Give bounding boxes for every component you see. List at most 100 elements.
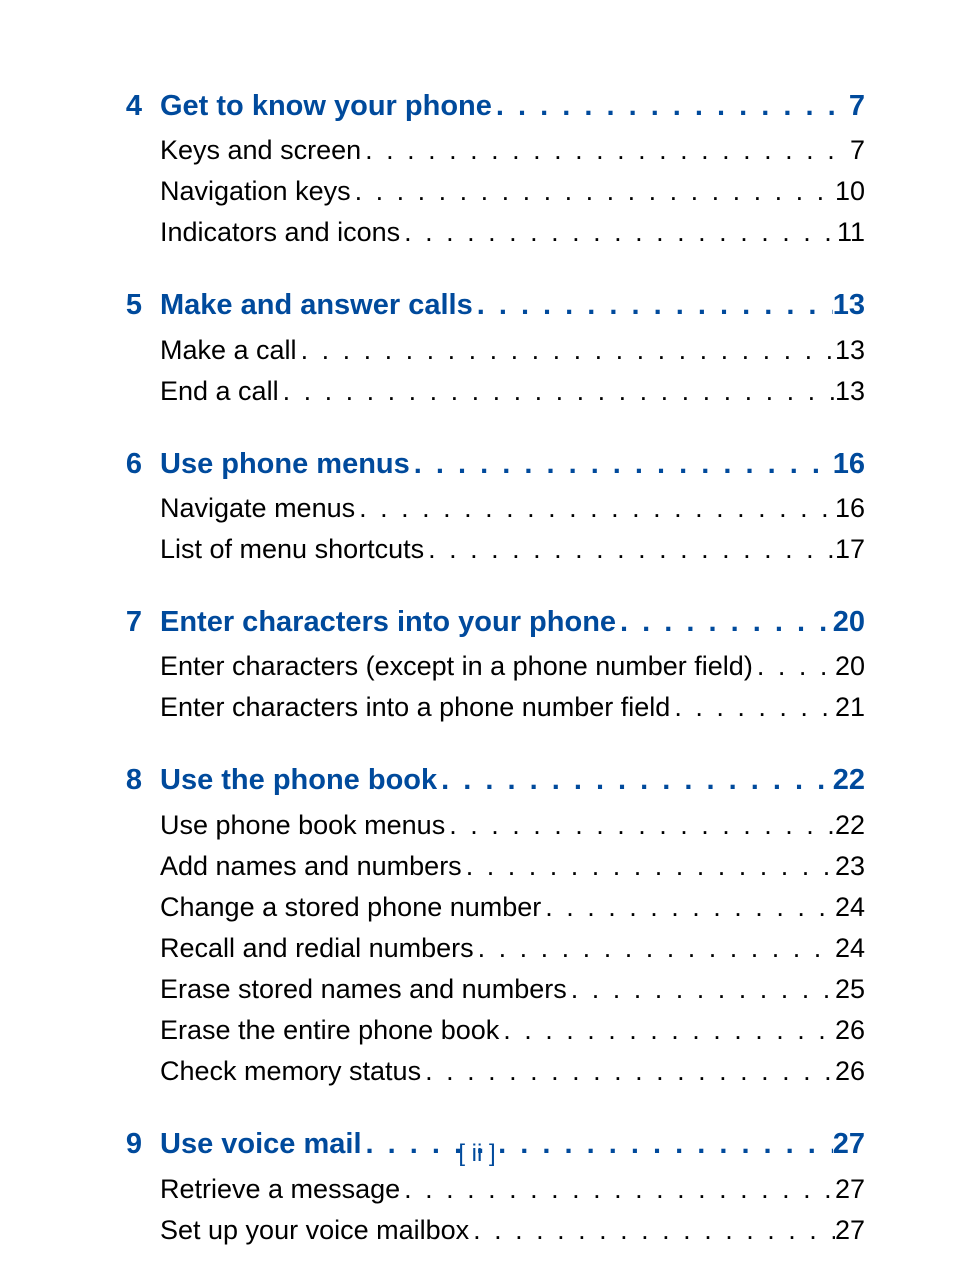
sub-title: Enter characters into a phone number fie… [160,688,670,727]
chapter-page-number: 7 [849,85,865,127]
sub-title: Navigate menus [160,489,355,528]
chapter-page-number: 22 [833,759,865,801]
toc-sub-row[interactable]: Navigate menus. . . . . . . . . . . . . … [90,489,865,528]
dot-leader: . . . . . . . . . . . . . . . . . . . . … [567,970,835,1009]
sub-page-number: 26 [835,1011,865,1050]
chapter-number: 4 [90,85,160,127]
toc-chapter-row[interactable]: 7Enter characters into your phone. . . .… [90,601,865,643]
chapter-title: Get to know your phone [160,85,492,127]
chapter-title: Enter characters into your phone [160,601,616,643]
dot-leader: . . . . . . . . . . . . . . . . . . . . … [753,647,835,686]
sub-title: Check memory status [160,1052,421,1091]
dot-leader: . . . . . . . . . . . . . . . . . . . . … [279,372,835,411]
dot-leader: . . . . . . . . . . . . . . . . . . . . … [492,85,849,127]
sub-title: Change a stored phone number [160,888,541,927]
sub-page-number: 27 [835,1211,865,1250]
toc-sub-row[interactable]: Erase stored names and numbers. . . . . … [90,970,865,1009]
sub-title: Indicators and icons [160,213,400,252]
dot-leader: . . . . . . . . . . . . . . . . . . . . … [670,688,835,727]
dot-leader: . . . . . . . . . . . . . . . . . . . . … [421,1052,835,1091]
toc-section: 8Use the phone book. . . . . . . . . . .… [90,759,865,1091]
toc-sub-row[interactable]: Erase the entire phone book. . . . . . .… [90,1011,865,1050]
chapter-title: Use phone menus [160,443,410,485]
dot-leader: . . . . . . . . . . . . . . . . . . . . … [424,530,835,569]
toc-sub-row[interactable]: Check memory status. . . . . . . . . . .… [90,1052,865,1091]
sub-page-number: 20 [835,647,865,686]
sub-title: Erase the entire phone book [160,1011,499,1050]
sub-title: End a call [160,372,279,411]
chapter-page-number: 20 [833,601,865,643]
sub-page-number: 21 [835,688,865,727]
toc-sub-row[interactable]: Navigation keys. . . . . . . . . . . . .… [90,172,865,211]
sub-title: Enter characters (except in a phone numb… [160,647,753,686]
toc-chapter-row[interactable]: 4Get to know your phone. . . . . . . . .… [90,85,865,127]
toc-chapter-row[interactable]: 8Use the phone book. . . . . . . . . . .… [90,759,865,801]
dot-leader: . . . . . . . . . . . . . . . . . . . . … [474,929,835,968]
sub-page-number: 16 [835,489,865,528]
sub-page-number: 10 [835,172,865,211]
dot-leader: . . . . . . . . . . . . . . . . . . . . … [400,213,837,252]
toc-sub-row[interactable]: Add names and numbers. . . . . . . . . .… [90,847,865,886]
toc-sub-row[interactable]: Retrieve a message. . . . . . . . . . . … [90,1170,865,1209]
sub-page-number: 13 [835,331,865,370]
sub-title: Erase stored names and numbers [160,970,567,1009]
dot-leader: . . . . . . . . . . . . . . . . . . . . … [400,1170,835,1209]
toc-sub-row[interactable]: Change a stored phone number. . . . . . … [90,888,865,927]
toc-sub-row[interactable]: Enter characters (except in a phone numb… [90,647,865,686]
sub-page-number: 24 [835,929,865,968]
sub-title: Make a call [160,331,297,370]
toc-sub-row[interactable]: Keys and screen. . . . . . . . . . . . .… [90,131,865,170]
toc-sub-row[interactable]: Recall and redial numbers. . . . . . . .… [90,929,865,968]
chapter-number: 8 [90,759,160,801]
dot-leader: . . . . . . . . . . . . . . . . . . . . … [445,806,835,845]
sub-page-number: 22 [835,806,865,845]
sub-title: List of menu shortcuts [160,530,424,569]
toc-container: 4Get to know your phone. . . . . . . . .… [90,85,865,1282]
toc-sub-row[interactable]: Make a call. . . . . . . . . . . . . . .… [90,331,865,370]
sub-title: Retrieve a message [160,1170,400,1209]
dot-leader: . . . . . . . . . . . . . . . . . . . . … [351,172,835,211]
toc-sub-row[interactable]: End a call. . . . . . . . . . . . . . . … [90,372,865,411]
sub-title: Recall and redial numbers [160,929,474,968]
toc-chapter-row[interactable]: 5Make and answer calls. . . . . . . . . … [90,284,865,326]
chapter-number: 7 [90,601,160,643]
toc-section: 4Get to know your phone. . . . . . . . .… [90,85,865,252]
sub-title: Keys and screen [160,131,361,170]
dot-leader: . . . . . . . . . . . . . . . . . . . . … [355,489,835,528]
chapter-title: Make and answer calls [160,284,473,326]
toc-sub-row[interactable]: Set up your voice mailbox. . . . . . . .… [90,1211,865,1250]
chapter-page-number: 16 [833,443,865,485]
sub-title: Set up your voice mailbox [160,1211,469,1250]
sub-title: Add names and numbers [160,847,462,886]
dot-leader: . . . . . . . . . . . . . . . . . . . . … [473,284,833,326]
chapter-page-number: 13 [833,284,865,326]
dot-leader: . . . . . . . . . . . . . . . . . . . . … [462,847,835,886]
toc-sub-row[interactable]: List of menu shortcuts. . . . . . . . . … [90,530,865,569]
toc-section: 6Use phone menus. . . . . . . . . . . . … [90,443,865,569]
sub-page-number: 26 [835,1052,865,1091]
sub-page-number: 24 [835,888,865,927]
toc-chapter-row[interactable]: 6Use phone menus. . . . . . . . . . . . … [90,443,865,485]
dot-leader: . . . . . . . . . . . . . . . . . . . . … [437,759,833,801]
dot-leader: . . . . . . . . . . . . . . . . . . . . … [469,1211,835,1250]
sub-page-number: 25 [835,970,865,1009]
toc-sub-row[interactable]: Indicators and icons. . . . . . . . . . … [90,213,865,252]
sub-page-number: 27 [835,1170,865,1209]
sub-page-number: 17 [835,530,865,569]
chapter-number: 5 [90,284,160,326]
dot-leader: . . . . . . . . . . . . . . . . . . . . … [297,331,835,370]
sub-title: Use phone book menus [160,806,445,845]
sub-page-number: 7 [850,131,865,170]
chapter-number: 6 [90,443,160,485]
dot-leader: . . . . . . . . . . . . . . . . . . . . … [541,888,835,927]
sub-page-number: 23 [835,847,865,886]
toc-sub-row[interactable]: Enter characters into a phone number fie… [90,688,865,727]
toc-section: 7Enter characters into your phone. . . .… [90,601,865,727]
sub-page-number: 11 [837,213,865,252]
chapter-title: Use the phone book [160,759,437,801]
dot-leader: . . . . . . . . . . . . . . . . . . . . … [616,601,833,643]
toc-sub-row[interactable]: Use phone book menus. . . . . . . . . . … [90,806,865,845]
dot-leader: . . . . . . . . . . . . . . . . . . . . … [361,131,850,170]
sub-title: Navigation keys [160,172,351,211]
dot-leader: . . . . . . . . . . . . . . . . . . . . … [410,443,833,485]
